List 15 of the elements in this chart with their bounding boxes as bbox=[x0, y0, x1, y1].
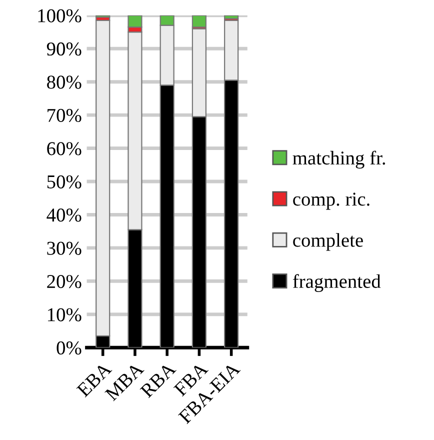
y-tick-label: 70% bbox=[48, 108, 82, 122]
y-tick-label: 80% bbox=[47, 76, 82, 89]
y-tick-label: 90% bbox=[46, 42, 82, 56]
legend-label: matching fr. bbox=[292, 150, 386, 169]
y-tick-label: 30% bbox=[47, 242, 82, 255]
y-tick-label: 40% bbox=[46, 208, 82, 222]
y-tick-label: 10% bbox=[48, 308, 82, 322]
legend-label: fragmented bbox=[292, 274, 381, 292]
legend-label: complete bbox=[293, 233, 363, 251]
y-tick-label: 20% bbox=[47, 274, 82, 288]
y-tick-label: 60% bbox=[47, 142, 82, 156]
y-tick-label: 100% bbox=[38, 9, 82, 22]
y-tick-label: 0% bbox=[56, 341, 82, 355]
legend-label: comp. ric. bbox=[293, 192, 370, 210]
y-tick-label: 50% bbox=[47, 175, 82, 188]
